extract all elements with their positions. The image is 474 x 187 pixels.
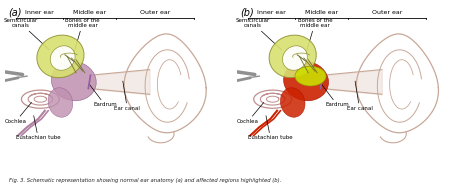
Text: Bones of the
middle ear: Bones of the middle ear <box>298 18 332 53</box>
Text: Semicircular
canals: Semicircular canals <box>236 18 282 50</box>
Ellipse shape <box>51 61 96 101</box>
Text: Middle ear: Middle ear <box>73 10 106 16</box>
Text: Semicircular
canals: Semicircular canals <box>3 18 49 50</box>
Text: Eardrum: Eardrum <box>90 84 117 108</box>
Ellipse shape <box>50 46 75 70</box>
Text: Ear canal: Ear canal <box>114 81 140 111</box>
Ellipse shape <box>280 88 305 117</box>
Ellipse shape <box>37 35 84 78</box>
Text: Eustachian tube: Eustachian tube <box>16 116 61 140</box>
Text: Eustachian tube: Eustachian tube <box>248 116 293 140</box>
Text: Inner ear: Inner ear <box>257 10 286 16</box>
Text: Ear canal: Ear canal <box>346 81 373 111</box>
Ellipse shape <box>283 61 328 101</box>
Text: Outer ear: Outer ear <box>140 10 170 16</box>
Ellipse shape <box>283 46 307 70</box>
Text: Cochlea: Cochlea <box>237 102 264 124</box>
Text: Cochlea: Cochlea <box>5 102 31 124</box>
Text: Bones of the
middle ear: Bones of the middle ear <box>65 18 100 53</box>
Text: Outer ear: Outer ear <box>372 10 402 16</box>
Ellipse shape <box>269 35 316 78</box>
Text: (b): (b) <box>240 8 254 18</box>
Text: Inner ear: Inner ear <box>25 10 54 16</box>
Text: Fig. 3. Schematic representation showing normal ear anatomy (a) and affected reg: Fig. 3. Schematic representation showing… <box>9 178 282 183</box>
Text: Middle ear: Middle ear <box>305 10 338 16</box>
Ellipse shape <box>295 66 326 86</box>
Ellipse shape <box>48 88 73 117</box>
Text: Eardrum: Eardrum <box>322 84 349 108</box>
Text: (a): (a) <box>8 8 22 18</box>
